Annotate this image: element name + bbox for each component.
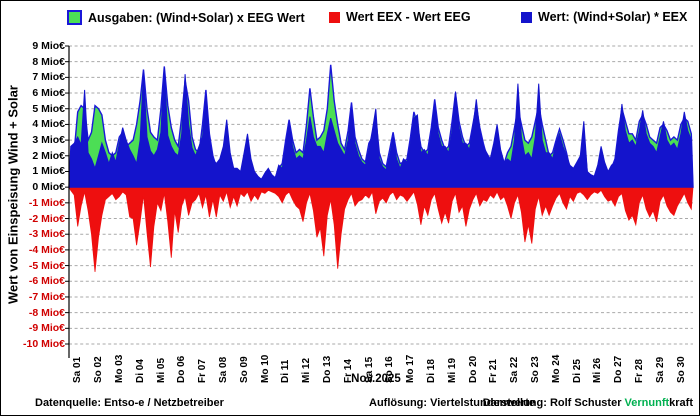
x-tick-label: Mo 03 [114,354,125,383]
y-tick-label: -6 Mio€ [28,275,65,288]
x-tick-label: Mi 05 [155,357,167,383]
y-tick-label: 9 Mio€ [32,40,65,52]
x-tick-label: Fr 28 [634,359,645,383]
x-tick-label: Di 11 [280,359,292,383]
x-tick-label: Fr 21 [488,359,500,383]
y-tick-label: -8 Mio€ [28,306,65,319]
y-tick-label: -9 Mio€ [28,322,65,335]
x-tick-label: Mi 12 [301,357,313,383]
footer-credit: Darstellung: Rolf Schuster Vernunftkraft [483,397,693,409]
footer-brand-green: Vernunft [624,397,670,409]
x-tick-label: Di 04 [134,359,146,383]
x-tick-label: So 09 [238,356,250,383]
legend-item-wert-eex: Wert: (Wind+Solar) * EEX [521,10,687,24]
y-tick-label: 7 Mio€ [32,71,65,84]
footer-resolution: Auflösung: Viertelstundenwerte [369,397,536,409]
legend-swatch-green-blue-icon [67,10,82,25]
y-tick-label: -2 Mio€ [28,212,65,225]
x-tick-label: Sa 22 [509,356,521,383]
x-tick-label: Mi 26 [592,357,604,383]
x-tick-label: Fr 07 [197,359,209,383]
x-tick-label: Di 25 [571,359,583,383]
footer: Datenquelle: Entso-e / Netzbetreiber Auf… [1,397,699,415]
x-tick-label: Sa 29 [654,356,666,383]
y-tick-label: 6 Mio€ [32,87,65,100]
x-axis-month-label: Nov.2025 [351,373,401,385]
x-tick-label: Mi 19 [446,357,458,383]
y-tick-label: 0 Mio€ [32,181,65,194]
series-wert-eex [68,67,694,188]
footer-datasource: Datenquelle: Entso-e / Netzbetreiber [35,397,224,409]
y-tick-label: 1 Mio€ [32,165,65,178]
x-tick-label: So 30 [675,356,687,383]
y-tick-label: -10 Mio€ [22,338,65,350]
x-tick-label: So 23 [530,356,541,383]
x-tick-label: Mo 10 [259,354,271,383]
y-tick-label: -1 Mio€ [28,196,65,209]
y-tick-label: 2 Mio€ [32,149,65,162]
footer-brand-black: kraft [669,397,693,409]
legend-swatch-red-icon [329,11,340,23]
y-tick-label: 4 Mio€ [32,118,65,131]
y-tick-label: -7 Mio€ [28,290,65,303]
x-tick-label: Do 20 [467,355,479,383]
x-tick-label: Di 18 [426,359,437,383]
series-diff-eex-eeg [68,186,694,272]
legend-item-diff: Wert EEX - Wert EEG [329,10,471,24]
x-tick-label: Do 06 [176,355,188,383]
x-tick-label: Mo 24 [550,354,562,383]
y-tick-label: 5 Mio€ [32,102,65,115]
footer-credit-prefix: Darstellung: Rolf Schuster [482,397,625,409]
y-tick-label: 8 Mio€ [32,55,65,68]
x-tick-label: Sa 01 [72,356,84,383]
x-tick-label: So 02 [93,356,105,383]
legend-item-ausgaben: Ausgaben: (Wind+Solar) x EEG Wert [67,10,305,25]
x-tick-label: Do 27 [613,355,625,383]
x-tick-label: Sa 08 [218,356,229,383]
legend-swatch-blue-icon [521,11,532,23]
y-tick-label: -5 Mio€ [28,259,65,272]
y-tick-label: -4 Mio€ [28,243,65,256]
legend-label-diff: Wert EEX - Wert EEG [346,10,471,24]
y-tick-label: 3 Mio€ [32,134,65,147]
legend-label-ausgaben: Ausgaben: (Wind+Solar) x EEG Wert [88,10,305,25]
y-tick-label: -3 Mio€ [28,228,65,241]
legend-label-wert-eex: Wert: (Wind+Solar) * EEX [538,10,688,24]
